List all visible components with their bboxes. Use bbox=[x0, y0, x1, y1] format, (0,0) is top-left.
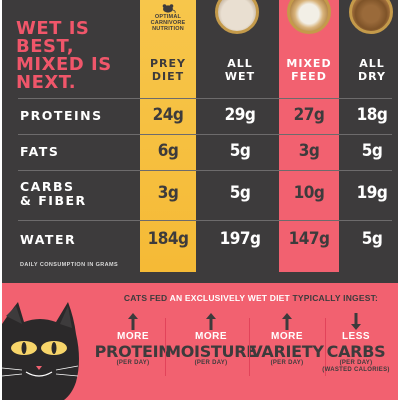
cell-value: 3g bbox=[157, 183, 179, 203]
row-label-water: WATER bbox=[20, 232, 77, 247]
arrow-up-icon bbox=[282, 313, 292, 330]
black-cat-illustration bbox=[2, 302, 79, 400]
cell-value: 3g bbox=[298, 141, 320, 161]
cell-value: 197g bbox=[219, 229, 261, 249]
cell-value: 147g bbox=[288, 229, 330, 249]
wet-food-bowl-icon bbox=[215, 0, 259, 34]
stat-protein: MORE PROTEIN (PER DAY) bbox=[95, 313, 172, 367]
headline-line: BEST, bbox=[16, 36, 75, 57]
headline: WET IS BEST, MIXED IS NEXT. bbox=[16, 20, 146, 92]
cell-value: 19g bbox=[356, 183, 388, 203]
stat-divider bbox=[325, 318, 326, 376]
cell-value: 29g bbox=[224, 105, 256, 125]
units-footnote: DAILY CONSUMPTION IN GRAMS bbox=[20, 262, 119, 268]
cell-value: 5g bbox=[361, 229, 383, 249]
column-header-mixed: MIXED FEED bbox=[286, 57, 332, 83]
column-header-dry: ALL DRY bbox=[358, 57, 386, 83]
row-label-carbs: CARBS & FIBER bbox=[20, 179, 87, 208]
mixed-food-bowl-icon bbox=[287, 0, 331, 34]
optimal-nutrition-seal: OPTIMAL CARNIVORE NUTRITION bbox=[144, 2, 192, 44]
mixed-feed-column bbox=[279, 0, 339, 272]
cell-value: 5g bbox=[229, 141, 251, 161]
cell-value: 5g bbox=[361, 141, 383, 161]
headline-line: NEXT. bbox=[16, 72, 77, 93]
row-label-proteins: PROTEINS bbox=[20, 108, 103, 123]
arrow-up-icon bbox=[206, 313, 216, 330]
stat-moisture: MORE MOISTURE (PER DAY) bbox=[165, 313, 257, 367]
cell-value: 27g bbox=[293, 105, 325, 125]
cell-value: 24g bbox=[152, 105, 184, 125]
prey-diet-column bbox=[140, 0, 196, 272]
cell-value: 18g bbox=[356, 105, 388, 125]
cell-value: 6g bbox=[157, 141, 179, 161]
seal-text: OPTIMAL CARNIVORE NUTRITION bbox=[150, 14, 186, 32]
row-divider bbox=[18, 220, 392, 221]
stat-divider bbox=[249, 318, 250, 376]
row-divider bbox=[18, 134, 392, 135]
dry-food-bowl-icon bbox=[349, 0, 393, 34]
cell-value: 184g bbox=[147, 229, 189, 249]
arrow-down-icon bbox=[351, 313, 361, 330]
headline-line: MIXED IS bbox=[16, 54, 112, 75]
arrow-up-icon bbox=[128, 313, 138, 330]
headline-line: WET IS bbox=[16, 18, 90, 39]
stat-divider bbox=[165, 318, 166, 376]
cell-value: 5g bbox=[229, 183, 251, 203]
column-header-prey: PREY DIET bbox=[149, 57, 186, 83]
mouse-icon bbox=[162, 4, 176, 14]
summary-banner: CATS FED AN EXCLUSIVELY WET DIET TYPICAL… bbox=[123, 293, 379, 303]
stat-variety: MORE VARIETY (PER DAY) bbox=[250, 313, 324, 367]
cell-value: 10g bbox=[293, 183, 325, 203]
row-divider bbox=[18, 170, 392, 171]
column-header-wet: ALL WET bbox=[224, 57, 256, 83]
stat-carbs: LESS CARBS (PER DAY) (WASTED CALORIES) bbox=[320, 313, 392, 374]
row-label-fats: FATS bbox=[20, 144, 60, 159]
row-divider bbox=[18, 98, 392, 99]
